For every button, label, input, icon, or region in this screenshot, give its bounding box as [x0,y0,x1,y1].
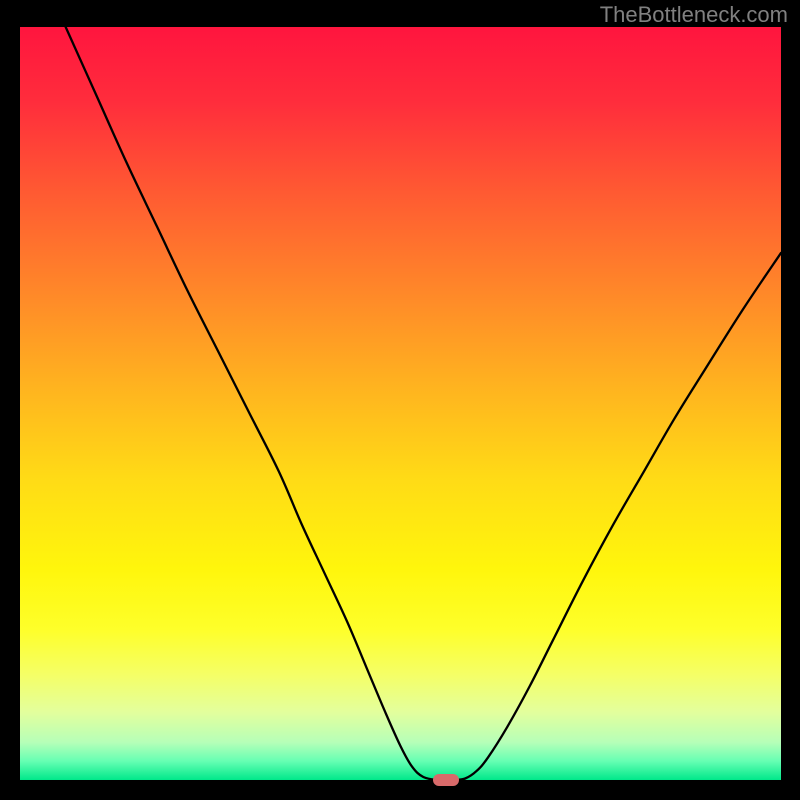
plot-svg [20,27,781,780]
optimal-marker [433,774,460,786]
plot-background [20,27,781,780]
watermark-text: TheBottleneck.com [600,2,788,28]
bottleneck-plot [20,27,781,780]
chart-frame: TheBottleneck.com [0,0,800,800]
